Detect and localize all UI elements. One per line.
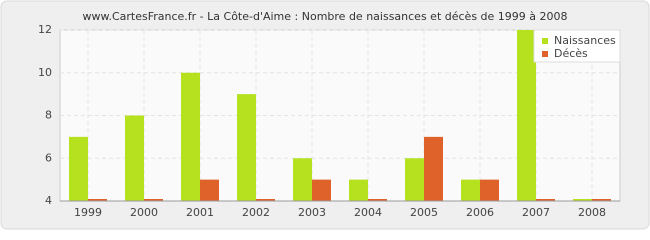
chart-title: www.CartesFrance.fr - La Côte-d'Aime : N… xyxy=(82,10,567,23)
bar xyxy=(144,199,163,201)
legend-swatch xyxy=(542,51,548,57)
y-tick-label: 8 xyxy=(45,109,52,122)
x-tick-label: 2001 xyxy=(186,206,214,219)
legend-swatch xyxy=(542,38,548,44)
bar xyxy=(125,115,144,201)
x-tick-label: 2003 xyxy=(298,206,326,219)
bar xyxy=(592,199,611,201)
bar xyxy=(536,199,555,201)
bar xyxy=(368,199,387,201)
bar xyxy=(293,158,312,201)
x-tick-label: 2007 xyxy=(522,206,550,219)
bar xyxy=(181,72,200,201)
x-tick-label: 2002 xyxy=(242,206,270,219)
legend-box xyxy=(533,29,621,63)
bar xyxy=(237,94,256,201)
bar xyxy=(349,179,368,201)
x-tick-label: 1999 xyxy=(74,206,102,219)
bar xyxy=(424,136,443,201)
bar xyxy=(200,179,219,201)
x-tick-label: 2000 xyxy=(130,206,158,219)
x-tick-label: 2006 xyxy=(466,206,494,219)
bar xyxy=(480,179,499,201)
bar xyxy=(88,199,107,201)
y-tick-label: 4 xyxy=(45,194,52,207)
y-tick-label: 6 xyxy=(45,151,52,164)
bar xyxy=(461,179,480,201)
x-tick-label: 2008 xyxy=(578,206,606,219)
legend-label: Décès xyxy=(554,47,588,60)
bar xyxy=(573,199,592,201)
x-tick-label: 2004 xyxy=(354,206,382,219)
bar xyxy=(69,136,88,201)
bar xyxy=(256,199,275,201)
bar xyxy=(517,30,536,201)
bar xyxy=(405,158,424,201)
bar xyxy=(312,179,331,201)
chart: www.CartesFrance.fr - La Côte-d'Aime : N… xyxy=(0,0,650,230)
y-tick-label: 10 xyxy=(38,66,52,79)
x-tick-label: 2005 xyxy=(410,206,438,219)
legend-label: Naissances xyxy=(554,34,616,47)
y-tick-label: 12 xyxy=(38,23,52,36)
